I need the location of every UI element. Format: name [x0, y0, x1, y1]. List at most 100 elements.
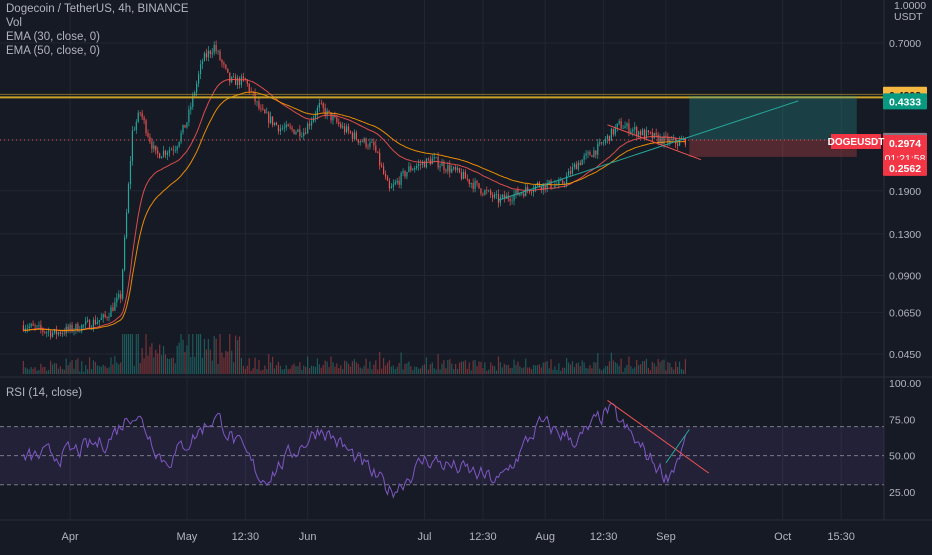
- volume-bar: [131, 334, 134, 374]
- candle-body: [544, 183, 546, 190]
- candle-body: [215, 44, 217, 52]
- volume-bar: [351, 361, 354, 374]
- volume-bar: [34, 367, 36, 374]
- volume-bar: [279, 365, 281, 374]
- candle-body: [499, 197, 502, 203]
- candle-body: [593, 150, 595, 157]
- volume-bar: [369, 361, 371, 374]
- candle-body: [57, 332, 60, 335]
- volume-bar: [162, 346, 165, 374]
- candle-body: [233, 76, 235, 78]
- volume-bar: [651, 361, 653, 374]
- candle-body: [81, 324, 83, 332]
- volume-bar: [118, 364, 120, 374]
- volume-bar: [556, 370, 558, 374]
- volume-bar: [418, 368, 420, 374]
- volume-bar: [579, 365, 581, 374]
- candle-body: [299, 129, 301, 137]
- volume-bar: [314, 366, 317, 374]
- candle-body: [612, 128, 614, 135]
- candle-body: [667, 136, 669, 143]
- legend-title[interactable]: Dogecoin / TetherUS, 4h, BINANCE: [6, 3, 189, 15]
- candle-body: [266, 112, 268, 114]
- volume-bar: [618, 365, 620, 374]
- candle-body: [345, 126, 348, 133]
- candle-body: [408, 166, 410, 172]
- volume-bar: [400, 352, 402, 374]
- candle-body: [614, 127, 616, 135]
- candle-body: [490, 190, 492, 195]
- volume-bar: [344, 360, 346, 374]
- volume-bar: [363, 365, 365, 374]
- volume-bar: [57, 368, 60, 374]
- rsi-tick-label: 50.00: [889, 451, 915, 463]
- candle-body: [98, 320, 100, 322]
- candle-body: [525, 187, 527, 197]
- volume-bar: [188, 334, 190, 374]
- volume-bar: [289, 368, 291, 374]
- volume-bars: [22, 334, 686, 374]
- candle-body: [75, 323, 77, 331]
- volume-bar: [342, 369, 344, 374]
- volume-bar: [451, 363, 453, 374]
- legend-vol[interactable]: Vol: [6, 17, 22, 29]
- last-price-tag-bg: [883, 135, 927, 152]
- candle-body: [172, 149, 174, 151]
- volume-bar: [161, 355, 163, 374]
- candle-body: [108, 316, 110, 318]
- volume-bar: [421, 365, 424, 374]
- volume-bar: [227, 351, 229, 374]
- volume-bar: [643, 360, 646, 374]
- candle-body: [353, 132, 355, 139]
- volume-bar: [398, 362, 400, 374]
- volume-bar: [425, 357, 428, 374]
- legend-ema50[interactable]: EMA (50, close, 0): [6, 45, 100, 57]
- volume-bar: [402, 369, 404, 374]
- volume-bar: [307, 356, 309, 374]
- volume-bar: [515, 364, 517, 374]
- volume-bar: [445, 368, 447, 374]
- volume-bar: [92, 360, 95, 374]
- volume-bar: [577, 362, 579, 374]
- candle-body: [622, 128, 624, 129]
- volume-bar: [616, 363, 618, 374]
- candle-body: [92, 319, 95, 329]
- volume-bar: [85, 365, 87, 374]
- price-tick-label: 0.1300: [889, 229, 921, 241]
- rsi-legend[interactable]: RSI (14, close): [6, 387, 83, 399]
- volume-bar: [540, 367, 542, 374]
- candle-body: [632, 129, 634, 132]
- volume-bar: [124, 334, 126, 374]
- volume-bar: [408, 361, 410, 374]
- candle-body: [394, 182, 396, 185]
- candle-body: [164, 150, 167, 155]
- price-tick-label: 0.0900: [889, 270, 921, 282]
- candle-body: [371, 142, 373, 143]
- volume-bar: [139, 362, 141, 374]
- volume-bar: [55, 363, 58, 374]
- candle-body: [591, 155, 593, 157]
- rsi-trendline-2: [665, 429, 690, 464]
- candle-body: [271, 116, 274, 125]
- last-price-tag: 0.2974: [889, 138, 921, 150]
- candle-body: [34, 325, 36, 327]
- candle-body: [36, 325, 38, 327]
- volume-bar: [229, 334, 231, 374]
- legend-ema30[interactable]: EMA (30, close, 0): [6, 31, 100, 43]
- candle-body: [538, 182, 540, 187]
- volume-bar: [394, 369, 396, 374]
- candle-body: [375, 145, 377, 152]
- volume-bar: [63, 369, 65, 374]
- volume-bar: [361, 368, 363, 374]
- volume-bar: [67, 365, 69, 374]
- candles: [22, 40, 686, 340]
- volume-bar: [65, 358, 67, 374]
- volume-bar: [585, 367, 587, 374]
- candle-body: [634, 127, 636, 130]
- candle-body: [377, 151, 379, 153]
- candle-body: [573, 164, 576, 168]
- volume-bar: [275, 364, 278, 374]
- candle-body: [347, 126, 350, 132]
